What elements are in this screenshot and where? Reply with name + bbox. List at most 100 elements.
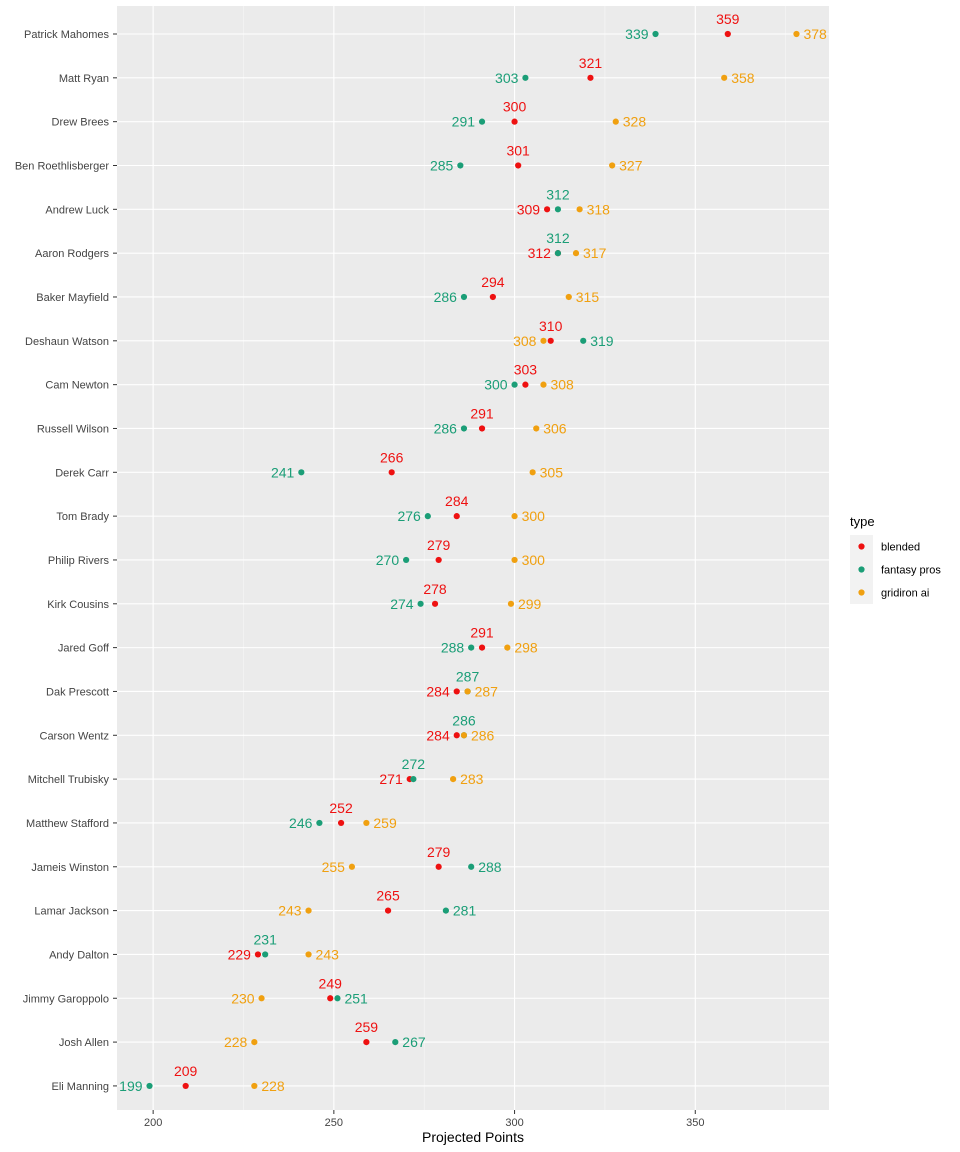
y-tick-label: Philip Rivers (48, 555, 110, 567)
point-gridiron-ai (460, 732, 468, 739)
point-blended (522, 381, 529, 388)
y-tick-label: Tom Brady (56, 511, 109, 523)
legend-label: gridiron ai (881, 588, 929, 600)
point-gridiron-ai (533, 425, 540, 432)
y-tick-label: Jameis Winston (31, 862, 109, 874)
point-blended (384, 907, 392, 914)
data-label-gridiron-ai: 287 (475, 683, 499, 699)
point-blended (431, 600, 439, 607)
point-blended (478, 425, 486, 432)
point-blended (182, 1082, 189, 1090)
data-label-gridiron-ai: 286 (471, 727, 495, 743)
point-blended (478, 644, 486, 651)
data-label-gridiron-ai: 308 (550, 377, 574, 393)
point-gridiron-ai (529, 469, 536, 476)
point-gridiron-ai (565, 293, 572, 301)
data-label-gridiron-ai: 228 (261, 1078, 285, 1094)
point-fantasy-pros (262, 951, 269, 958)
point-gridiron-ai (540, 337, 547, 344)
point-fantasy-pros (468, 863, 475, 870)
point-blended (453, 732, 460, 739)
point-blended (489, 293, 496, 301)
point-blended (363, 1038, 370, 1046)
y-tick-label: Russell Wilson (37, 423, 109, 435)
data-label-blended: 259 (355, 1019, 379, 1035)
y-tick-label: Jimmy Garoppolo (23, 993, 109, 1005)
data-label-gridiron-ai: 327 (619, 157, 643, 173)
x-tick-label: 350 (686, 1117, 704, 1129)
point-gridiron-ai (721, 74, 728, 81)
data-label-fantasy-pros: 300 (484, 377, 508, 393)
legend-key (858, 589, 865, 596)
x-tick-label: 300 (505, 1117, 523, 1129)
data-label-fantasy-pros: 286 (452, 712, 476, 728)
y-tick-label: Matt Ryan (59, 73, 109, 85)
data-label-blended: 321 (579, 55, 603, 71)
y-tick-label: Baker Mayfield (36, 292, 109, 304)
data-label-blended: 229 (228, 946, 252, 962)
point-fantasy-pros (468, 644, 475, 651)
data-label-fantasy-pros: 276 (397, 508, 421, 524)
point-gridiron-ai (609, 162, 616, 169)
point-gridiron-ai (305, 907, 312, 914)
data-label-fantasy-pros: 312 (546, 230, 570, 246)
data-label-fantasy-pros: 272 (402, 756, 426, 772)
point-fantasy-pros (392, 1038, 399, 1046)
point-gridiron-ai (251, 1082, 258, 1090)
data-label-fantasy-pros: 246 (289, 815, 313, 831)
data-label-fantasy-pros: 287 (456, 668, 480, 684)
point-blended (547, 337, 554, 344)
data-label-gridiron-ai: 306 (543, 420, 567, 436)
point-fantasy-pros (478, 118, 486, 125)
point-blended (587, 74, 594, 81)
y-tick-label: Carson Wentz (40, 730, 110, 742)
point-gridiron-ai (572, 250, 580, 257)
point-blended (453, 513, 460, 520)
y-tick-label: Andy Dalton (49, 949, 109, 961)
point-gridiron-ai (348, 863, 356, 870)
point-fantasy-pros (424, 513, 431, 520)
points (146, 30, 800, 1090)
point-blended (337, 819, 345, 827)
data-label-fantasy-pros: 312 (546, 186, 570, 202)
data-label-blended: 291 (470, 625, 494, 641)
point-fantasy-pros (316, 819, 323, 827)
data-label-gridiron-ai: 358 (731, 70, 755, 86)
data-label-blended: 249 (319, 975, 343, 991)
y-tick-label: Aaron Rodgers (35, 248, 109, 260)
y-tick-label: Kirk Cousins (47, 599, 109, 611)
data-label-blended: 284 (426, 683, 450, 699)
data-label-fantasy-pros: 339 (625, 26, 649, 42)
point-gridiron-ai (576, 206, 583, 213)
x-tick-label: 200 (144, 1117, 162, 1129)
data-label-gridiron-ai: 305 (540, 464, 564, 480)
data-label-gridiron-ai: 308 (513, 333, 537, 349)
data-label-blended: 279 (427, 844, 451, 860)
data-label-blended: 266 (380, 449, 404, 465)
data-label-gridiron-ai: 318 (587, 201, 611, 217)
legend-items: blended fantasy pros gridiron ai (850, 535, 941, 604)
data-label-fantasy-pros: 285 (430, 157, 454, 173)
data-label-blended: 265 (376, 888, 400, 904)
point-fantasy-pros (554, 250, 562, 257)
data-label-blended: 279 (427, 537, 451, 553)
data-label-blended: 278 (423, 581, 447, 597)
point-blended (254, 951, 262, 958)
data-label-fantasy-pros: 319 (590, 333, 614, 349)
data-label-gridiron-ai: 300 (522, 508, 546, 524)
data-label-fantasy-pros: 281 (453, 903, 477, 919)
point-fantasy-pros (652, 30, 659, 38)
data-label-blended: 300 (503, 99, 527, 115)
point-gridiron-ai (251, 1038, 258, 1046)
data-label-gridiron-ai: 228 (224, 1034, 248, 1050)
legend-label: blended (881, 542, 920, 554)
data-label-blended: 284 (445, 493, 469, 509)
point-fantasy-pros (511, 381, 518, 388)
point-gridiron-ai (450, 776, 457, 783)
data-label-blended: 303 (514, 362, 538, 378)
data-label-fantasy-pros: 267 (402, 1034, 426, 1050)
point-blended (435, 556, 442, 564)
point-fantasy-pros (403, 556, 410, 564)
point-gridiron-ai (511, 513, 518, 520)
